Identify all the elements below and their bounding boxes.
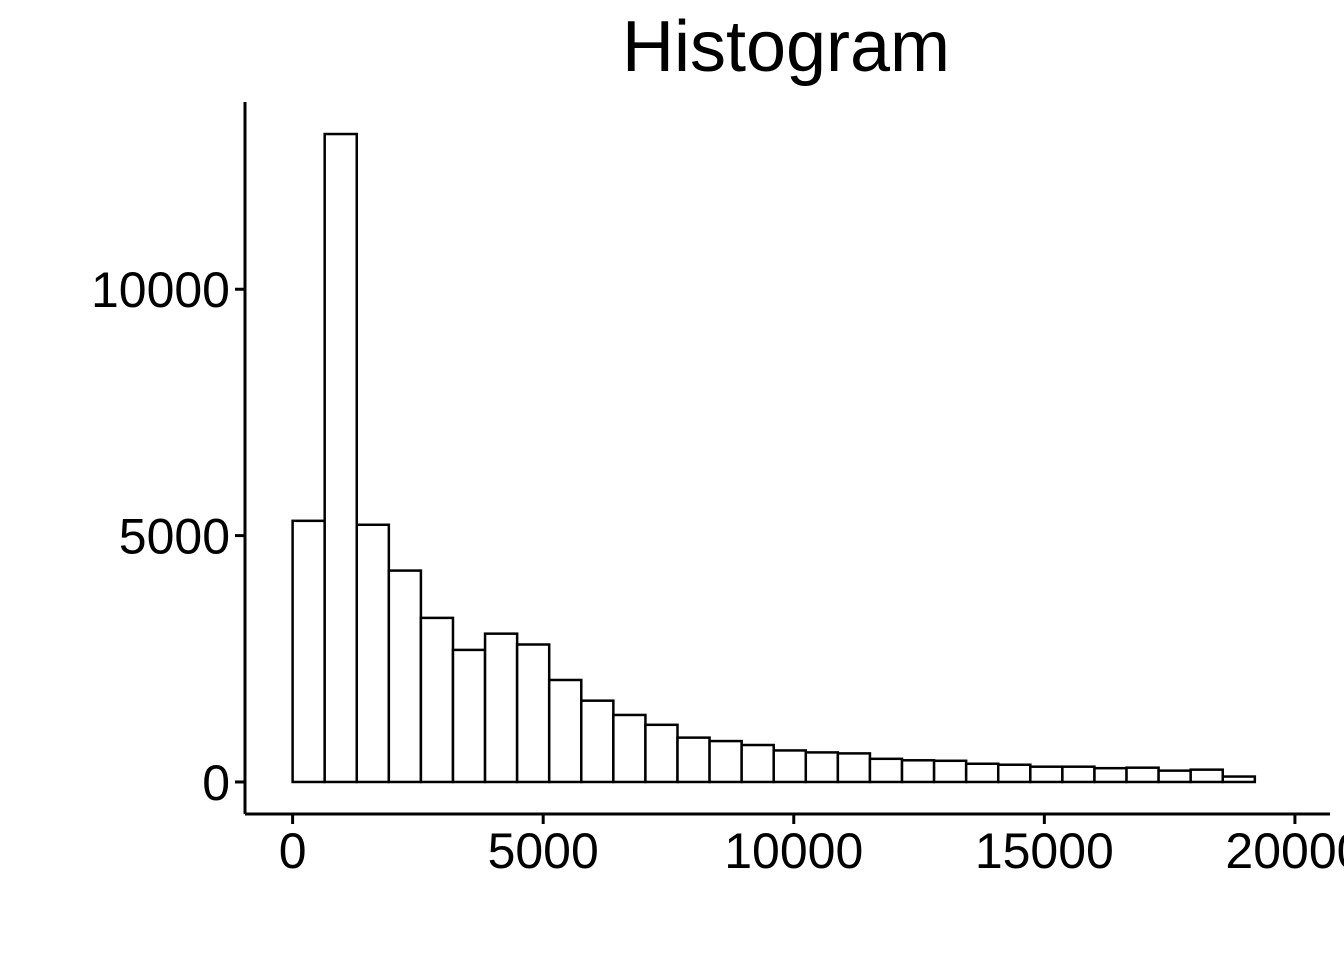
x-tick-label: 10000 bbox=[724, 823, 863, 879]
histogram-bar-6 bbox=[483, 632, 519, 784]
histogram-bar-3 bbox=[387, 569, 423, 784]
histogram-bar-22 bbox=[996, 763, 1032, 784]
histogram-bar-24 bbox=[1061, 765, 1096, 784]
histogram-bar-19 bbox=[900, 759, 936, 784]
histogram-bar-8 bbox=[547, 678, 583, 784]
histogram-bar-11 bbox=[644, 723, 679, 784]
x-tick-label: 0 bbox=[279, 823, 307, 879]
histogram-bar-13 bbox=[708, 739, 743, 784]
x-tick-label: 15000 bbox=[975, 823, 1114, 879]
histogram-bar-27 bbox=[1157, 769, 1192, 784]
histogram-bar-4 bbox=[419, 616, 455, 784]
histogram-bar-15 bbox=[772, 749, 808, 784]
histogram-bar-0 bbox=[291, 519, 326, 784]
histogram-bar-12 bbox=[676, 736, 711, 784]
histogram-bar-9 bbox=[580, 699, 615, 784]
y-tick-label: 10000 bbox=[91, 262, 230, 318]
histogram-bar-26 bbox=[1125, 766, 1160, 784]
y-axis-ticks: 0 5000 10000 bbox=[91, 262, 245, 811]
y-tick-label: 0 bbox=[202, 755, 230, 811]
histogram-bar-18 bbox=[868, 757, 904, 784]
x-tick-label: 5000 bbox=[488, 823, 599, 879]
histogram-bar-21 bbox=[964, 762, 1000, 784]
bars-group bbox=[291, 132, 1257, 784]
histogram-bar-16 bbox=[804, 751, 840, 784]
histogram-bar-25 bbox=[1093, 766, 1128, 784]
histogram-bar-14 bbox=[740, 743, 775, 784]
chart-title: Histogram bbox=[622, 7, 950, 87]
histogram-bar-17 bbox=[836, 752, 872, 784]
histogram-bar-28 bbox=[1189, 768, 1225, 784]
histogram-bar-5 bbox=[451, 648, 487, 784]
x-axis-ticks: 0 5000 10000 15000 20000 bbox=[279, 814, 1344, 879]
histogram-bar-1 bbox=[323, 132, 359, 784]
histogram-bar-29 bbox=[1221, 775, 1257, 784]
histogram-bar-23 bbox=[1029, 765, 1064, 784]
x-tick-label: 20000 bbox=[1225, 823, 1344, 879]
y-tick-label: 5000 bbox=[119, 509, 230, 565]
histogram-bar-10 bbox=[612, 713, 647, 784]
histogram-bar-2 bbox=[355, 523, 391, 784]
histogram-bar-20 bbox=[932, 759, 968, 784]
histogram-bar-7 bbox=[515, 643, 551, 784]
